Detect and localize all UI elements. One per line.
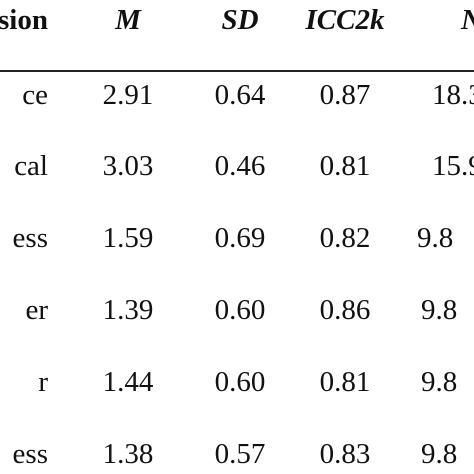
cell-sd: 0.69 bbox=[214, 222, 266, 254]
cell-n: 9.8 bbox=[421, 438, 458, 470]
cell-n: 9.8 bbox=[421, 366, 458, 398]
cell-mean: 1.38 bbox=[102, 438, 154, 470]
cell-sd: 0.64 bbox=[214, 79, 266, 111]
header-dimension: sion bbox=[0, 4, 48, 36]
row-label: ess bbox=[12, 438, 48, 470]
cell-icc2k: 0.86 bbox=[319, 294, 371, 326]
cell-mean: 2.91 bbox=[102, 79, 154, 111]
cell-n: 9.8 bbox=[421, 294, 458, 326]
cell-icc2k: 0.81 bbox=[319, 150, 371, 182]
cell-mean: 1.39 bbox=[102, 294, 154, 326]
cell-icc2k: 0.87 bbox=[319, 79, 371, 111]
header-mean: M bbox=[115, 4, 141, 36]
cell-n: 15.9 bbox=[432, 150, 474, 182]
header-icc2k: ICC2k bbox=[305, 4, 385, 36]
cell-sd: 0.57 bbox=[214, 438, 266, 470]
cell-icc2k: 0.83 bbox=[319, 438, 371, 470]
header-rule bbox=[0, 70, 474, 72]
row-label: er bbox=[25, 294, 48, 326]
row-label: r bbox=[38, 366, 48, 398]
cell-mean: 1.59 bbox=[102, 222, 154, 254]
row-label: ce bbox=[22, 79, 48, 111]
row-label: ess bbox=[12, 222, 48, 254]
row-label: cal bbox=[14, 150, 48, 182]
cell-sd: 0.60 bbox=[214, 366, 266, 398]
cell-sd: 0.46 bbox=[214, 150, 266, 182]
cell-sd: 0.60 bbox=[214, 294, 266, 326]
cell-mean: 3.03 bbox=[102, 150, 154, 182]
cell-mean: 1.44 bbox=[102, 366, 154, 398]
header-n: N bbox=[461, 4, 474, 36]
cell-n: 18.3 bbox=[432, 79, 474, 111]
cell-icc2k: 0.81 bbox=[319, 366, 371, 398]
cell-icc2k: 0.82 bbox=[319, 222, 371, 254]
header-sd: SD bbox=[221, 4, 259, 36]
cell-n: 9.8 bbox=[417, 222, 454, 254]
